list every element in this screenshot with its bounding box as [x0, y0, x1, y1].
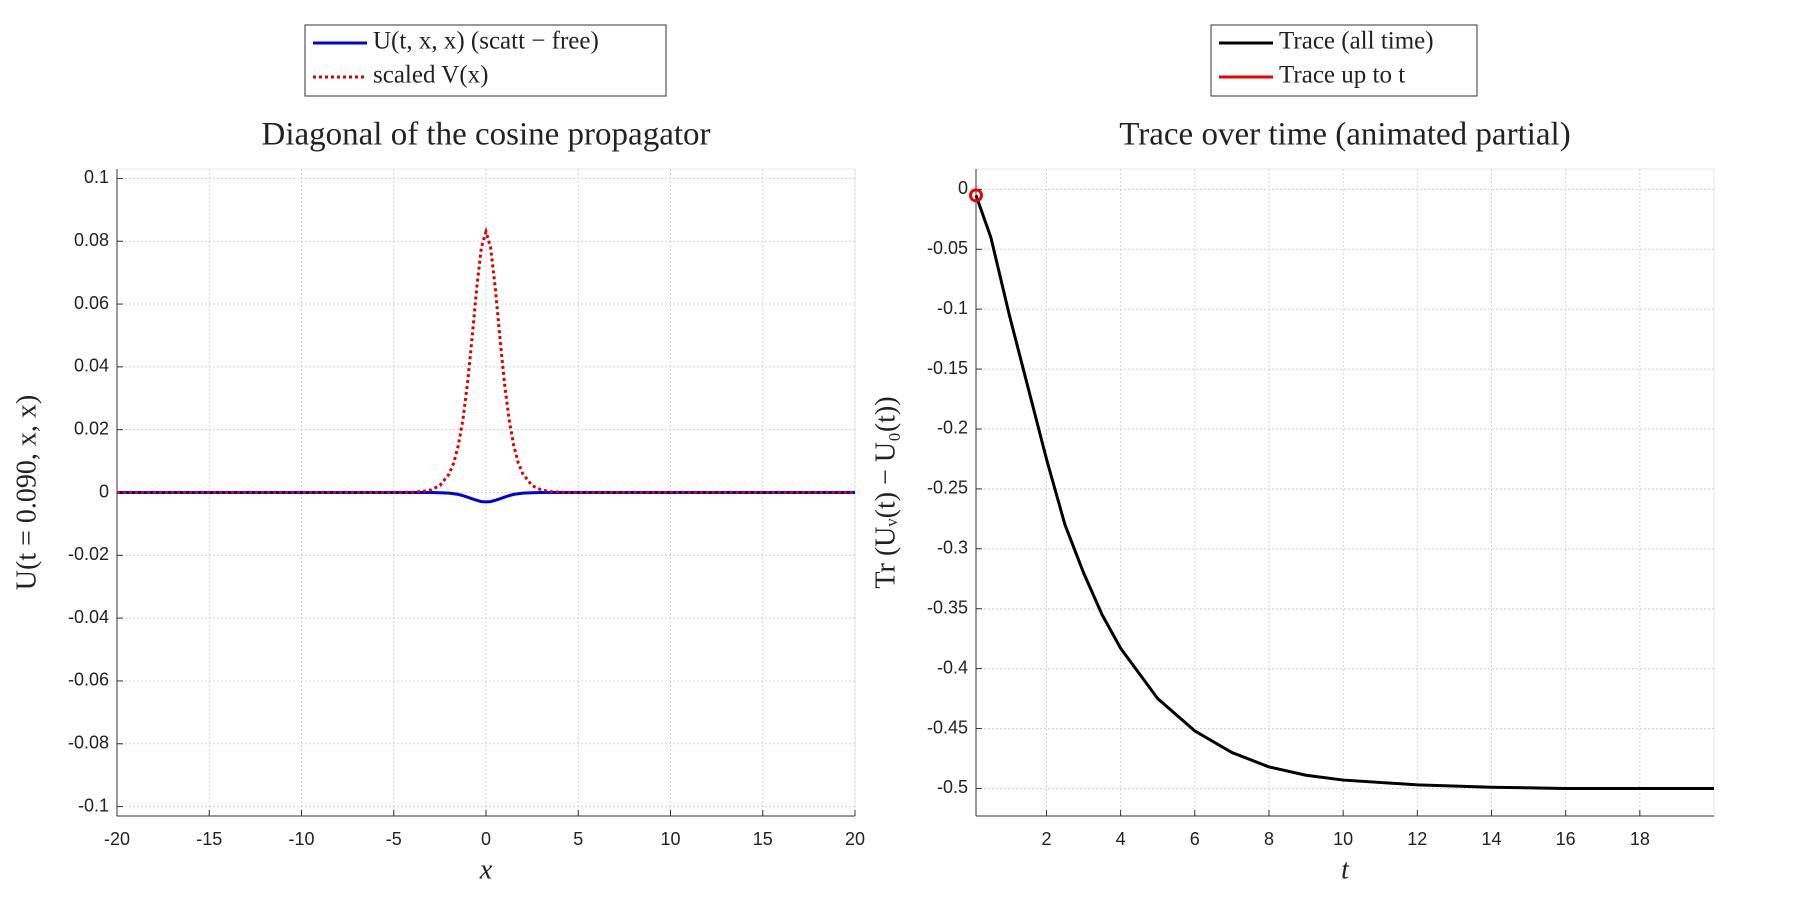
data-line [117, 226, 855, 494]
x-tick-label: 0 [481, 829, 491, 849]
legend-label: scaled V(x) [373, 62, 488, 89]
y-tick-label: -0.35 [927, 597, 968, 617]
x-tick-label: 16 [1556, 829, 1576, 849]
legend-label: U(t, x, x) (scatt − free) [373, 28, 599, 55]
y-tick-label: 0.1 [84, 167, 109, 187]
y-tick-label: -0.3 [937, 538, 968, 558]
y-tick-label: 0 [958, 178, 968, 198]
data-line [974, 194, 1714, 790]
y-axis-label: Tr (Uᵥ(t) − U₀(t)) [870, 396, 901, 588]
x-tick-label: -15 [196, 829, 222, 849]
x-tick-label: -5 [386, 829, 402, 849]
y-tick-label: 0.06 [74, 293, 109, 313]
x-axis-label: x [479, 854, 493, 885]
x-tick-label: 2 [1041, 829, 1051, 849]
plot-area [975, 168, 1715, 817]
y-tick-label: -0.5 [937, 777, 968, 797]
y-axis-label: U(t = 0.090, x, x) [11, 395, 42, 590]
y-tick-label: -0.1 [937, 298, 968, 318]
chart-title: Trace over time (animated partial) [1119, 117, 1570, 153]
x-tick-label: -10 [288, 829, 314, 849]
y-tick-label: -0.2 [937, 418, 968, 438]
legend: Trace (all time) Trace up to t [1210, 24, 1478, 97]
x-tick-label: 5 [573, 829, 583, 849]
y-tick-label: -0.05 [927, 238, 968, 258]
y-tick-label: -0.15 [927, 358, 968, 378]
x-tick-label: 4 [1116, 829, 1126, 849]
y-tick-label: -0.1 [78, 795, 109, 815]
y-tick-label: -0.08 [68, 733, 109, 753]
y-tick-label: -0.45 [927, 717, 968, 737]
y-tick-label: 0.04 [74, 356, 109, 376]
y-tick-label: 0.02 [74, 418, 109, 438]
x-tick-label: 20 [845, 829, 865, 849]
legend-label: Trace up to t [1279, 62, 1405, 89]
chart-title: Diagonal of the cosine propagator [261, 117, 710, 153]
data-marker [969, 188, 983, 203]
x-tick-label: 18 [1630, 829, 1650, 849]
axes: -20 -15 -10 -5 0 5 10 15 20 -0.1 -0.08 -0.06 -0.04 -0… [11, 117, 865, 886]
x-tick-label: 10 [660, 829, 680, 849]
legend-box [1210, 24, 1478, 97]
x-tick-label: 10 [1333, 829, 1353, 849]
y-tick-label: -0.02 [68, 544, 109, 564]
y-tick-label: -0.04 [68, 607, 109, 627]
y-tick-label: -0.4 [937, 657, 968, 677]
legend: U(t, x, x) (scatt − free) scaled V(x) [304, 24, 667, 97]
y-tick-label: -0.25 [927, 478, 968, 498]
x-tick-label: 14 [1481, 829, 1501, 849]
x-tick-label: 12 [1407, 829, 1427, 849]
axes: 2 4 6 8 10 12 14 16 18 -0.5 -0.45 -0.4 -0.35 -0.3 -0.2… [870, 117, 1715, 885]
y-tick-label: 0.08 [74, 230, 109, 250]
x-tick-label: 15 [753, 829, 773, 849]
x-tick-label: 8 [1264, 829, 1274, 849]
x-axis-label: t [1341, 854, 1350, 885]
x-tick-label: 6 [1190, 829, 1200, 849]
legend-box [304, 24, 667, 97]
legend-label: Trace (all time) [1279, 28, 1434, 55]
x-tick-label: -20 [104, 829, 130, 849]
y-tick-label: -0.06 [68, 670, 109, 690]
y-tick-label: 0 [99, 481, 109, 501]
